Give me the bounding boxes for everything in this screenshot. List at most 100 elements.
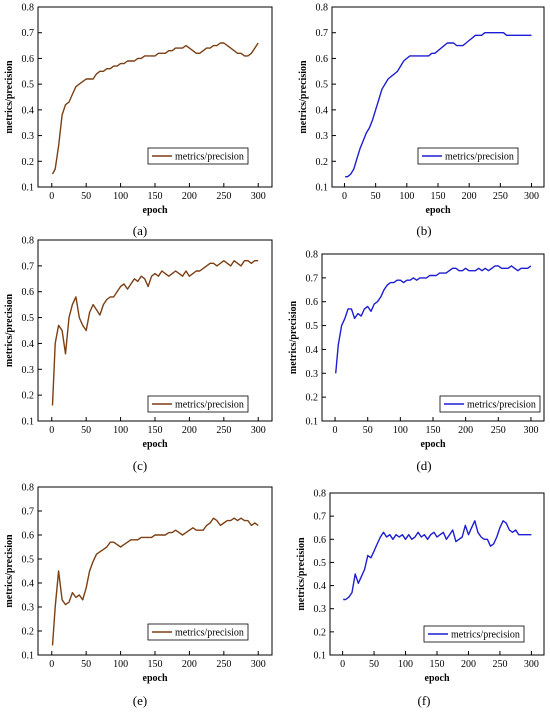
- y-tick-label: 0.2: [22, 157, 35, 168]
- x-tick-label: 50: [81, 425, 91, 436]
- y-tick-label: 0.6: [314, 535, 327, 546]
- x-tick-label: 250: [491, 425, 506, 436]
- y-tick-label: 0.8: [316, 3, 329, 14]
- x-tick-label: 300: [524, 191, 539, 202]
- x-tick-label: 200: [182, 191, 197, 202]
- x-axis-label: epoch: [143, 439, 168, 450]
- x-tick-label: 150: [148, 191, 163, 202]
- legend-label: metrics/precision: [175, 400, 244, 411]
- legend: metrics/precision: [147, 395, 249, 413]
- x-tick-label: 100: [113, 425, 128, 436]
- x-tick-label: 150: [426, 425, 441, 436]
- y-axis-label: metrics/precision: [298, 60, 309, 134]
- y-axis-label: metrics/precision: [4, 534, 15, 608]
- x-tick-label: 200: [182, 425, 197, 436]
- y-tick-label: 0.4: [22, 105, 35, 116]
- y-tick-label: 0.6: [22, 287, 35, 298]
- x-tick-label: 0: [49, 425, 54, 436]
- x-tick-label: 150: [430, 659, 445, 670]
- y-tick-label: 0.5: [306, 321, 319, 332]
- x-tick-label: 250: [216, 659, 231, 670]
- x-tick-label: 100: [393, 425, 408, 436]
- x-tick-label: 200: [182, 659, 197, 670]
- y-tick-label: 0.5: [22, 555, 35, 566]
- legend-label: metrics/precision: [175, 152, 244, 163]
- y-tick-label: 0.6: [316, 54, 329, 65]
- x-tick-label: 0: [340, 659, 345, 670]
- y-tick-label: 0.6: [22, 531, 35, 542]
- y-tick-label: 0.2: [306, 393, 319, 404]
- x-tick-label: 150: [148, 659, 163, 670]
- x-tick-label: 250: [216, 191, 231, 202]
- x-tick-label: 50: [369, 659, 379, 670]
- x-axis-label: epoch: [425, 673, 450, 684]
- x-tick-label: 0: [49, 191, 54, 202]
- legend-box: [147, 623, 249, 641]
- chart-panel-2: 0.1 0.2 0.3 0.4 0.5 0.6 0.7 0.8 0 50 100 150 200 250 3…: [298, 3, 545, 238]
- x-tick-label: 100: [399, 191, 414, 202]
- x-tick-label: 250: [493, 191, 508, 202]
- y-tick-label: 0.4: [22, 579, 35, 590]
- x-tick-label: 100: [398, 659, 413, 670]
- legend-label: metrics/precision: [467, 400, 536, 411]
- legend-box: [147, 395, 249, 413]
- y-tick-label: 0.5: [22, 80, 35, 91]
- series-line: [343, 520, 532, 601]
- x-tick-label: 100: [113, 191, 128, 202]
- series-line: [51, 517, 259, 646]
- y-tick-label: 0.3: [306, 369, 319, 380]
- panel-caption: (e): [133, 693, 147, 708]
- y-tick-label: 0.1: [22, 651, 35, 662]
- legend-label: metrics/precision: [451, 630, 520, 641]
- panel-caption: (d): [416, 458, 431, 473]
- y-tick-label: 0.8: [22, 3, 35, 14]
- x-tick-label: 300: [251, 659, 266, 670]
- y-tick-label: 0.2: [22, 391, 35, 402]
- y-tick-label: 0.5: [314, 558, 327, 569]
- y-tick-label: 0.3: [316, 131, 329, 142]
- x-tick-label: 50: [371, 191, 381, 202]
- y-tick-label: 0.6: [306, 297, 319, 308]
- chart-panel-6: 0.1 0.2 0.3 0.4 0.5 0.6 0.7 0.8 0 50 100 150 200 250 3…: [296, 489, 545, 708]
- panel-caption: (b): [416, 223, 431, 238]
- y-tick-label: 0.1: [316, 183, 329, 194]
- y-axis-label: metrics/precision: [296, 537, 307, 611]
- x-tick-label: 50: [363, 425, 373, 436]
- y-tick-label: 0.7: [22, 261, 35, 272]
- y-tick-label: 0.5: [316, 80, 329, 91]
- series-line: [335, 265, 532, 374]
- panel-caption: (c): [133, 458, 147, 473]
- y-tick-label: 0.1: [22, 417, 35, 428]
- y-tick-label: 0.3: [22, 603, 35, 614]
- legend-box: [417, 147, 519, 165]
- x-tick-label: 150: [431, 191, 446, 202]
- legend-label: metrics/precision: [175, 628, 244, 639]
- x-axis-label: epoch: [426, 205, 451, 216]
- x-tick-label: 0: [333, 425, 338, 436]
- chart-panel-3: 0.1 0.2 0.3 0.4 0.5 0.6 0.7 0.8 0 50 100 150 200 250 3…: [4, 236, 273, 473]
- y-tick-label: 0.4: [22, 339, 35, 350]
- legend: metrics/precision: [417, 147, 519, 165]
- x-tick-label: 250: [492, 659, 507, 670]
- x-tick-label: 50: [81, 659, 91, 670]
- legend-label: metrics/precision: [445, 152, 514, 163]
- chart-panel-4: 0.1 0.2 0.3 0.4 0.5 0.6 0.7 0.8 0 50 100 150 200 250 3…: [288, 250, 545, 473]
- y-tick-label: 0.7: [22, 28, 35, 39]
- x-tick-label: 200: [461, 659, 476, 670]
- x-tick-label: 200: [462, 191, 477, 202]
- y-tick-label: 0.2: [314, 627, 327, 638]
- y-axis-label: metrics/precision: [288, 301, 299, 375]
- panel-caption: (f): [418, 693, 431, 708]
- legend-box: [423, 625, 525, 643]
- y-tick-label: 0.8: [22, 236, 35, 247]
- y-tick-label: 0.1: [22, 183, 35, 194]
- legend: metrics/precision: [147, 147, 249, 165]
- x-tick-label: 300: [251, 425, 266, 436]
- y-tick-label: 0.7: [316, 28, 329, 39]
- x-tick-label: 100: [113, 659, 128, 670]
- x-tick-label: 300: [523, 425, 538, 436]
- y-tick-label: 0.4: [314, 581, 327, 592]
- y-tick-label: 0.1: [306, 417, 319, 428]
- chart-panel-1: 0.1 0.2 0.3 0.4 0.5 0.6 0.7 0.8 0 50 100 150 200 250 3…: [4, 3, 273, 238]
